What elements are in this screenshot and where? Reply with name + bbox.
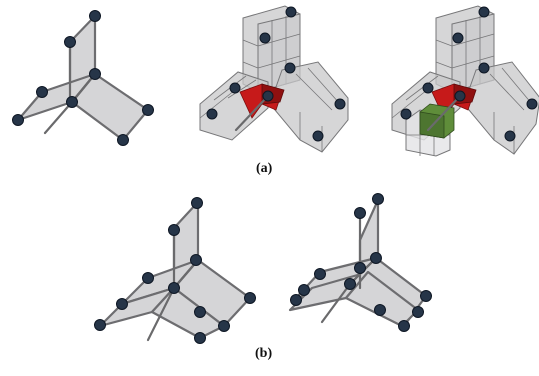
node [374,304,386,316]
node [285,6,297,18]
node [372,193,384,205]
node [259,32,271,44]
box-edge [227,79,257,99]
node [168,224,180,236]
node [142,104,154,116]
node [400,108,412,120]
box-edge [435,61,453,69]
node [116,298,128,310]
edge [43,100,74,135]
node-group [400,6,538,142]
node [89,68,101,80]
box-edge [451,33,495,47]
edge [70,72,97,104]
node [94,319,106,331]
node [206,108,218,120]
node [194,332,206,344]
node [298,284,310,296]
node [66,96,78,108]
node [526,98,538,110]
edge [320,282,352,324]
node-group [290,193,432,332]
node [370,252,382,264]
node [354,207,366,219]
node-group [206,6,346,142]
node [142,272,154,284]
graph-a3 [391,5,539,157]
graph-a2 [199,5,349,153]
node-group [94,197,256,344]
graph-b1 [94,197,256,344]
node [334,98,346,110]
box-edge [242,61,259,69]
panel-label-b: (b) [255,346,273,361]
box-edge [295,73,333,111]
node [312,130,324,142]
box-edge [501,67,533,105]
node [262,90,274,102]
box-edge [405,75,439,101]
edge [146,286,176,342]
node [344,278,356,290]
node [194,306,206,318]
node [504,130,516,142]
node [452,32,464,44]
edge [426,94,462,132]
box [463,61,539,155]
node [420,290,432,302]
node [12,114,24,126]
node [36,86,48,98]
node [398,320,410,332]
box-edge [257,55,301,69]
node [190,254,202,266]
graph-b2 [288,193,432,332]
node [422,82,434,94]
box-edge [242,39,259,47]
node [89,10,101,22]
node [117,134,129,146]
node [218,320,230,332]
node [244,292,256,304]
node-group [12,10,154,146]
box-edge [307,67,341,105]
box-edge [257,33,301,47]
box-edge [435,39,453,47]
node [354,262,366,274]
box-edge [451,55,495,69]
graph-a1 [12,10,154,146]
node [478,6,490,18]
node [168,282,180,294]
node [478,62,490,74]
node [191,197,203,209]
node [229,82,241,94]
node [314,268,326,280]
panel-label-a: (a) [256,161,273,176]
node [412,306,424,318]
edge [234,94,270,132]
box-edge [489,73,525,111]
node [64,36,76,48]
node [454,90,466,102]
node [284,62,296,74]
node [290,294,302,306]
